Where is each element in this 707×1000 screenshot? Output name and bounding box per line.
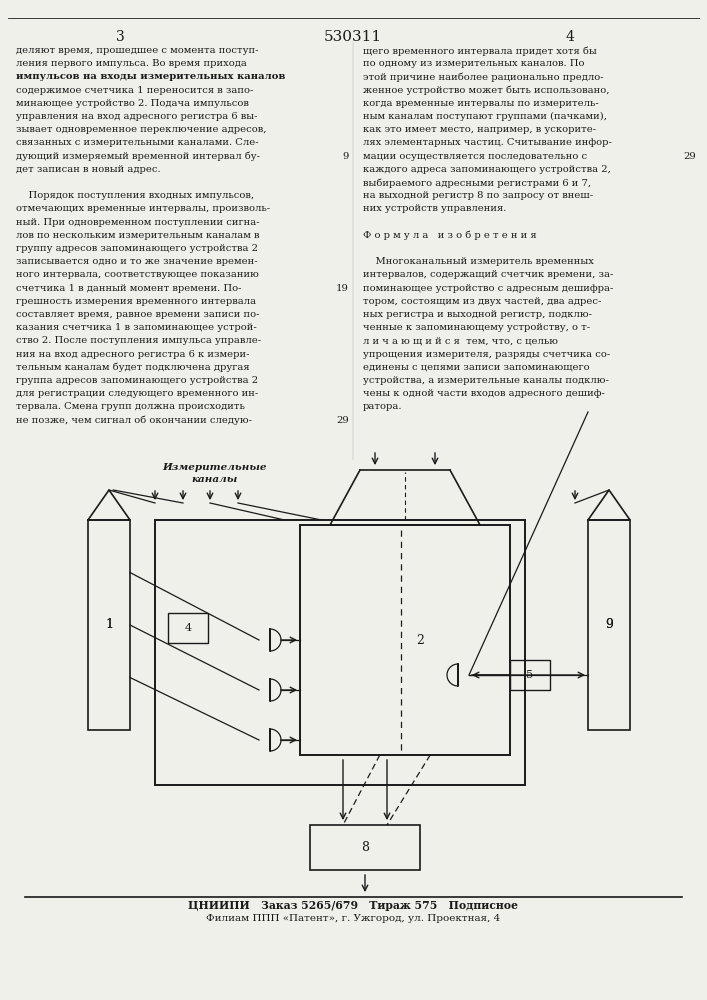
Text: 19: 19 — [336, 284, 349, 293]
Text: ния на вход адресного регистра 6 к измери-: ния на вход адресного регистра 6 к измер… — [16, 350, 250, 359]
Text: лях элементарных частиц. Считывание инфор-: лях элементарных частиц. Считывание инфо… — [363, 138, 612, 147]
Text: связанных с измерительными каналами. Сле-: связанных с измерительными каналами. Сле… — [16, 138, 259, 147]
Text: чены к одной части входов адресного дешиф-: чены к одной части входов адресного деши… — [363, 389, 605, 398]
Text: ного интервала, соответствующее показанию: ного интервала, соответствующее показани… — [16, 270, 259, 279]
Text: по одному из измерительных каналов. По: по одному из измерительных каналов. По — [363, 59, 585, 68]
Text: поминающее устройство с адресным дешифра-: поминающее устройство с адресным дешифра… — [363, 284, 614, 293]
Text: группу адресов запоминающего устройства 2: группу адресов запоминающего устройства … — [16, 244, 258, 253]
Text: 9: 9 — [605, 618, 613, 632]
Text: для регистрации следующего временного ин-: для регистрации следующего временного ин… — [16, 389, 258, 398]
Text: 9: 9 — [605, 618, 613, 632]
Text: группа адресов запоминающего устройства 2: группа адресов запоминающего устройства … — [16, 376, 258, 385]
Text: Порядок поступления входных импульсов,: Порядок поступления входных импульсов, — [16, 191, 254, 200]
Text: дет записан в новый адрес.: дет записан в новый адрес. — [16, 165, 160, 174]
Text: устройства, а измерительные каналы подклю-: устройства, а измерительные каналы подкл… — [363, 376, 609, 385]
Text: управления на вход адресного регистра 6 вы-: управления на вход адресного регистра 6 … — [16, 112, 257, 121]
Text: деляют время, прошедшее с момента поступ-: деляют время, прошедшее с момента поступ… — [16, 46, 259, 55]
Text: 29: 29 — [683, 152, 696, 161]
Text: импульсов на входы измерительных каналов: импульсов на входы измерительных каналов — [16, 72, 286, 81]
Text: 3: 3 — [116, 30, 124, 44]
Text: мации осуществляется последовательно с: мации осуществляется последовательно с — [363, 152, 587, 161]
Text: записывается одно и то же значение времен-: записывается одно и то же значение време… — [16, 257, 257, 266]
Text: 1: 1 — [105, 618, 113, 632]
Text: отмечающих временные интервалы, произволь-: отмечающих временные интервалы, произвол… — [16, 204, 270, 213]
Text: 29: 29 — [337, 416, 349, 425]
Text: ство 2. После поступления импульса управле-: ство 2. После поступления импульса управ… — [16, 336, 261, 345]
Bar — [155, 520, 525, 785]
Text: грешность измерения временного интервала: грешность измерения временного интервала — [16, 297, 256, 306]
Text: содержимое счетчика 1 переносится в запо-: содержимое счетчика 1 переносится в запо… — [16, 86, 253, 95]
Text: выбираемого адресными регистрами 6 и 7,: выбираемого адресными регистрами 6 и 7, — [363, 178, 591, 188]
Text: л и ч а ю щ и й с я  тем, что, с целью: л и ч а ю щ и й с я тем, что, с целью — [363, 336, 558, 345]
Text: ченные к запоминающему устройству, о т-: ченные к запоминающему устройству, о т- — [363, 323, 590, 332]
Text: Измерительные: Измерительные — [163, 463, 267, 472]
Text: 8: 8 — [361, 841, 369, 854]
Text: дующий измеряемый временной интервал бу-: дующий измеряемый временной интервал бу- — [16, 152, 260, 161]
Text: каждого адреса запоминающего устройства 2,: каждого адреса запоминающего устройства … — [363, 165, 611, 174]
Text: этой причине наиболее рационально предло-: этой причине наиболее рационально предло… — [363, 72, 604, 82]
Text: каналы: каналы — [192, 475, 238, 484]
Bar — [588, 520, 630, 730]
Text: 1: 1 — [105, 618, 113, 632]
Text: ный. При одновременном поступлении сигна-: ный. При одновременном поступлении сигна… — [16, 218, 259, 227]
Text: ления первого импульса. Во время прихода: ления первого импульса. Во время прихода — [16, 59, 247, 68]
Text: казания счетчика 1 в запоминающее устрой-: казания счетчика 1 в запоминающее устрой… — [16, 323, 257, 332]
Text: интервалов, содержащий счетчик времени, за-: интервалов, содержащий счетчик времени, … — [363, 270, 614, 279]
Text: ратора.: ратора. — [363, 402, 402, 411]
Text: 4: 4 — [185, 623, 192, 633]
Text: Филиам ППП «Патент», г. Ужгород, ул. Проектная, 4: Филиам ППП «Патент», г. Ужгород, ул. Про… — [206, 914, 500, 923]
Text: 5: 5 — [527, 670, 534, 680]
Text: не позже, чем сигнал об окончании следую-: не позже, чем сигнал об окончании следую… — [16, 416, 252, 425]
Text: когда временные интервалы по измеритель-: когда временные интервалы по измеритель- — [363, 99, 599, 108]
Bar — [300, 525, 510, 755]
Text: 9: 9 — [343, 152, 349, 161]
Text: тельным каналам будет подключена другая: тельным каналам будет подключена другая — [16, 363, 250, 372]
Text: 2: 2 — [416, 634, 424, 647]
Text: 530311: 530311 — [324, 30, 382, 44]
Text: ЦНИИПИ   Заказ 5265/679   Тираж 575   Подписное: ЦНИИПИ Заказ 5265/679 Тираж 575 Подписно… — [188, 900, 518, 911]
Text: зывает одновременное переключение адресов,: зывает одновременное переключение адресо… — [16, 125, 267, 134]
Text: них устройств управления.: них устройств управления. — [363, 204, 506, 213]
Text: ных регистра и выходной регистр, подклю-: ных регистра и выходной регистр, подклю- — [363, 310, 592, 319]
Text: составляет время, равное времени записи по-: составляет время, равное времени записи … — [16, 310, 259, 319]
Text: тором, состоящим из двух частей, два адрес-: тором, состоящим из двух частей, два адр… — [363, 297, 602, 306]
Bar — [510, 660, 550, 690]
Text: лов по нескольким измерительным каналам в: лов по нескольким измерительным каналам … — [16, 231, 259, 240]
Text: 4: 4 — [566, 30, 574, 44]
Bar — [88, 520, 130, 730]
Text: на выходной регистр 8 по запросу от внеш-: на выходной регистр 8 по запросу от внеш… — [363, 191, 593, 200]
Text: Ф о р м у л а   и з о б р е т е н и я: Ф о р м у л а и з о б р е т е н и я — [363, 231, 537, 240]
Text: как это имеет место, например, в ускорите-: как это имеет место, например, в ускорит… — [363, 125, 596, 134]
Text: счетчика 1 в данный момент времени. По-: счетчика 1 в данный момент времени. По- — [16, 284, 242, 293]
Text: единены с цепями записи запоминающего: единены с цепями записи запоминающего — [363, 363, 590, 372]
Text: минающее устройство 2. Подача импульсов: минающее устройство 2. Подача импульсов — [16, 99, 249, 108]
Text: Многоканальный измеритель временных: Многоканальный измеритель временных — [363, 257, 594, 266]
Bar — [168, 613, 208, 643]
Text: ным каналам поступают группами (пачками),: ным каналам поступают группами (пачками)… — [363, 112, 607, 121]
Text: щего временного интервала придет хотя бы: щего временного интервала придет хотя бы — [363, 46, 597, 55]
Text: упрощения измерителя, разряды счетчика со-: упрощения измерителя, разряды счетчика с… — [363, 350, 610, 359]
Bar — [310, 825, 420, 870]
Text: женное устройство может быть использовано,: женное устройство может быть использован… — [363, 86, 609, 95]
Text: тервала. Смена групп должна происходить: тервала. Смена групп должна происходить — [16, 402, 245, 411]
